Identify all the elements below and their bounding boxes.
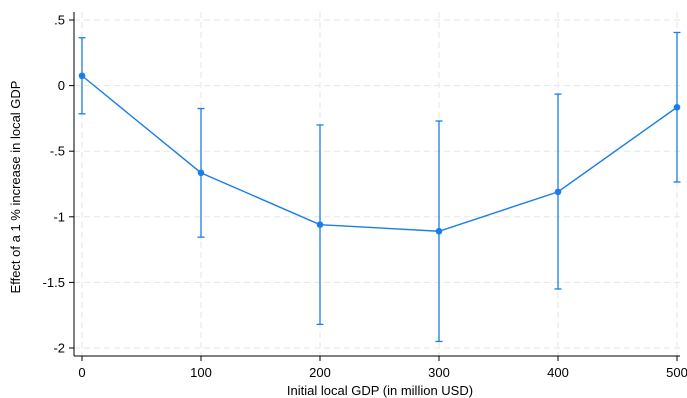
- error-bars: [79, 32, 681, 341]
- data-point: [555, 189, 562, 196]
- data-point: [198, 170, 205, 177]
- series-line: [82, 76, 677, 231]
- tick-labels: .5 0 -.5 -1 -1.5 -2 0 100 200 300 400 500: [43, 13, 687, 381]
- series: [79, 72, 681, 234]
- data-point: [674, 104, 681, 111]
- x-tick-label: 0: [78, 365, 85, 380]
- y-tick-label: -2: [53, 341, 65, 356]
- y-tick-label: .5: [54, 13, 65, 28]
- x-tick-label: 400: [547, 365, 569, 380]
- data-point: [317, 221, 324, 228]
- x-tick-label: 500: [666, 365, 687, 380]
- x-tick-label: 300: [428, 365, 450, 380]
- y-tick-label: 0: [58, 78, 65, 93]
- y-tick-label: -.5: [50, 144, 65, 159]
- data-point: [436, 228, 443, 235]
- y-tick-label: -1: [53, 209, 65, 224]
- x-tick-label: 100: [190, 365, 212, 380]
- x-axis-title: Initial local GDP (in million USD): [287, 383, 473, 398]
- y-tick-label: -1.5: [43, 275, 65, 290]
- axes: [69, 12, 680, 361]
- x-tick-label: 200: [309, 365, 331, 380]
- data-point: [79, 72, 86, 79]
- y-axis-title: Effect of a 1 % increase in local GDP: [8, 81, 23, 294]
- gridlines: [74, 12, 680, 356]
